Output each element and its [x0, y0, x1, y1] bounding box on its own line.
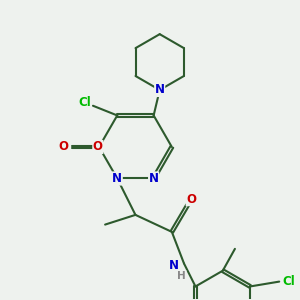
Text: Cl: Cl [78, 96, 91, 109]
Text: H: H [177, 271, 186, 281]
Text: N: N [169, 259, 179, 272]
Text: O: O [59, 140, 69, 154]
Text: N: N [148, 172, 159, 185]
Text: Cl: Cl [283, 275, 295, 288]
Text: O: O [93, 140, 103, 154]
Text: O: O [186, 193, 196, 206]
Text: N: N [112, 172, 122, 185]
Text: N: N [155, 83, 165, 97]
